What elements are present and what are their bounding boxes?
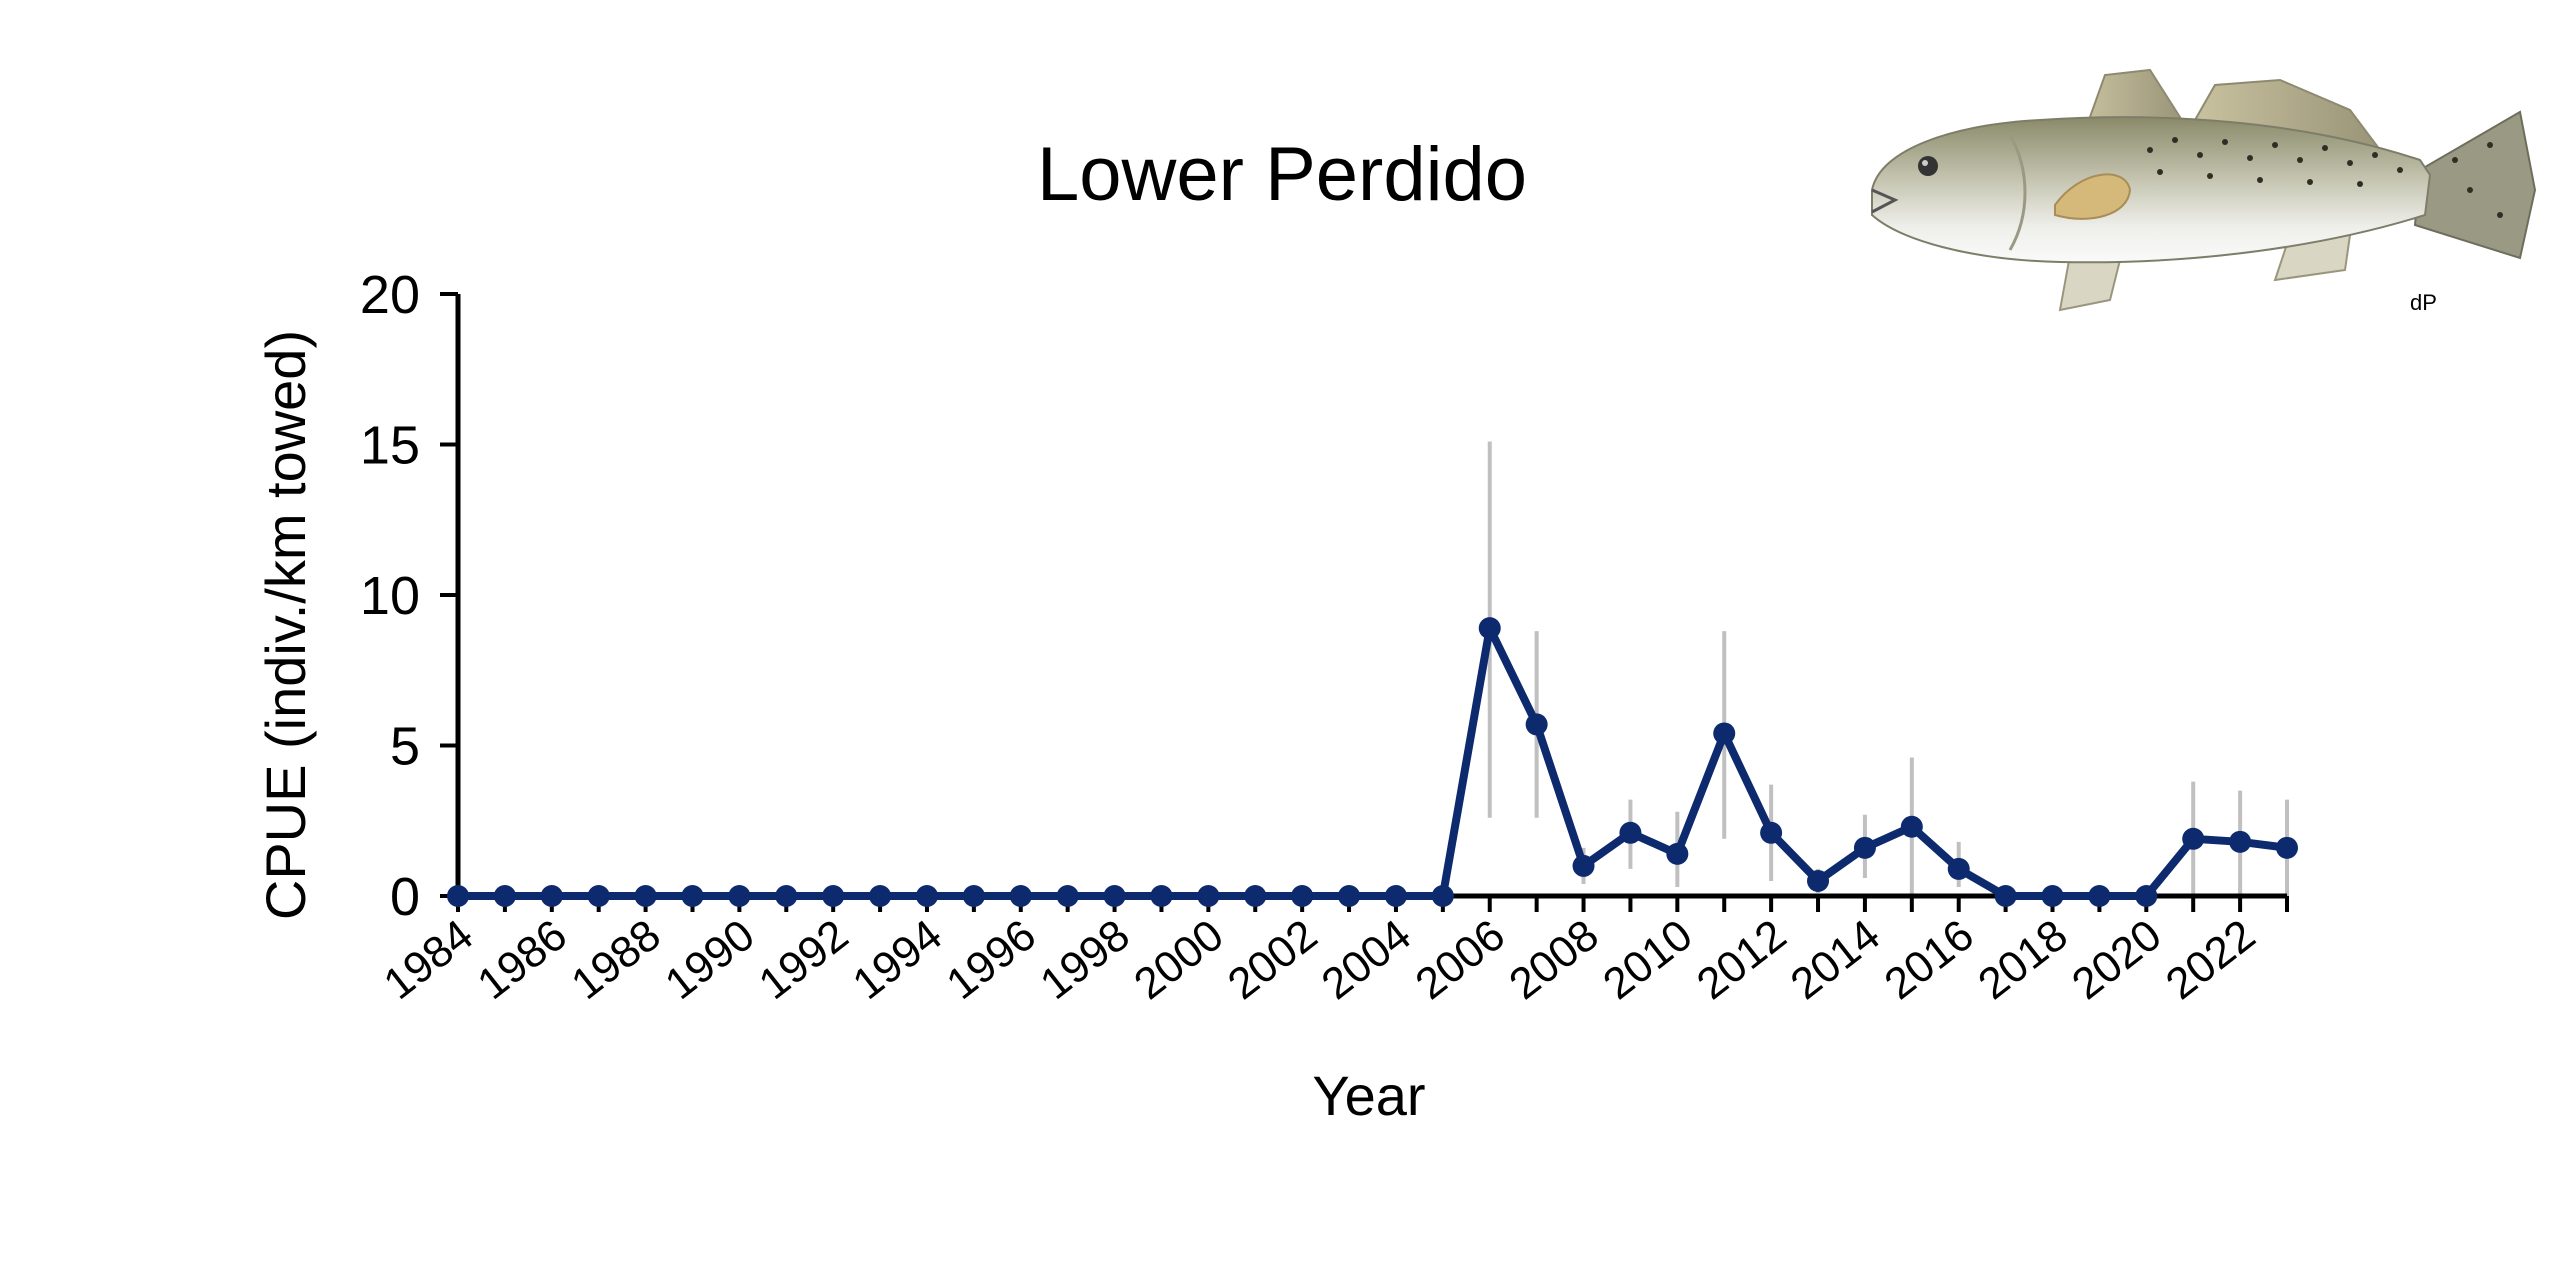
data-point <box>1150 885 1173 907</box>
data-point <box>1103 885 1126 907</box>
y-tick-label: 5 <box>390 717 420 777</box>
chart-title: Lower Perdido <box>1037 132 1527 217</box>
data-point <box>915 885 938 907</box>
series-layer <box>447 617 2298 907</box>
data-point <box>869 885 892 907</box>
spotted-seatrout-illustration: dP <box>1871 68 2537 315</box>
data-point <box>1338 885 1361 907</box>
data-point <box>2041 885 2064 907</box>
x-tick-label: 1996 <box>938 910 1045 1009</box>
data-point <box>1760 821 1783 844</box>
data-point <box>1478 617 1501 640</box>
x-tick-label: 1998 <box>1031 910 1138 1009</box>
error-bars <box>1487 441 2289 896</box>
data-point <box>775 885 798 907</box>
data-point <box>681 885 704 907</box>
data-point <box>540 885 563 907</box>
data-point <box>1197 885 1220 907</box>
data-point <box>2088 885 2111 907</box>
data-point <box>1009 885 1032 907</box>
data-point <box>634 885 657 907</box>
x-tick-label: 1992 <box>750 910 857 1009</box>
x-tick-label: 2020 <box>2063 910 2170 1009</box>
x-tick-label: 2000 <box>1125 910 1232 1009</box>
x-tick-label: 2012 <box>1688 910 1795 1009</box>
y-tick-label: 0 <box>390 867 420 927</box>
x-tick-label: 2016 <box>1876 910 1983 1009</box>
data-point <box>2276 836 2298 859</box>
data-point <box>1713 722 1736 745</box>
data-point <box>1244 885 1267 907</box>
x-tick-label: 1994 <box>844 910 951 1009</box>
data-point <box>1994 885 2017 907</box>
data-point <box>1056 885 1079 907</box>
illustration-signature: dP <box>2410 290 2437 315</box>
data-point <box>728 885 751 907</box>
data-point <box>1947 857 1970 880</box>
data-point <box>1666 842 1689 865</box>
x-tick-label: 1986 <box>469 910 576 1009</box>
data-point <box>587 885 610 907</box>
y-tick-label: 15 <box>360 416 420 476</box>
data-point <box>2182 827 2205 850</box>
data-point <box>1384 885 1407 907</box>
data-point <box>1525 713 1548 736</box>
y-axis-label: CPUE (indiv./km towed) <box>254 330 317 920</box>
x-tick-label: 1990 <box>656 910 763 1009</box>
data-point <box>2229 830 2252 853</box>
x-tick-label: 2004 <box>1313 910 1420 1009</box>
data-point <box>962 885 985 907</box>
y-tick-label: 10 <box>360 566 420 626</box>
x-tick-label: 2008 <box>1500 910 1607 1009</box>
x-tick-label: 1988 <box>562 910 669 1009</box>
data-point <box>822 885 845 907</box>
data-point <box>1291 885 1314 907</box>
y-tick-label: 20 <box>360 265 420 325</box>
data-point <box>1853 836 1876 859</box>
x-tick-label: 2022 <box>2157 910 2264 1009</box>
x-tick-label: 2006 <box>1407 910 1514 1009</box>
data-point <box>1619 821 1642 844</box>
data-point <box>1431 885 1454 907</box>
series-line <box>458 624 2288 900</box>
x-tick-label: 2002 <box>1219 910 1326 1009</box>
data-point <box>447 885 469 907</box>
data-point <box>1900 815 1923 838</box>
x-tick-label: 2010 <box>1594 910 1701 1009</box>
x-axis-label: Year <box>1312 1064 1425 1127</box>
data-point <box>493 885 516 907</box>
x-tick-label: 2014 <box>1782 910 1889 1009</box>
data-point <box>1572 854 1595 877</box>
x-tick-label: 2018 <box>1969 910 2076 1009</box>
data-point <box>1807 869 1830 892</box>
data-point <box>2135 885 2158 907</box>
